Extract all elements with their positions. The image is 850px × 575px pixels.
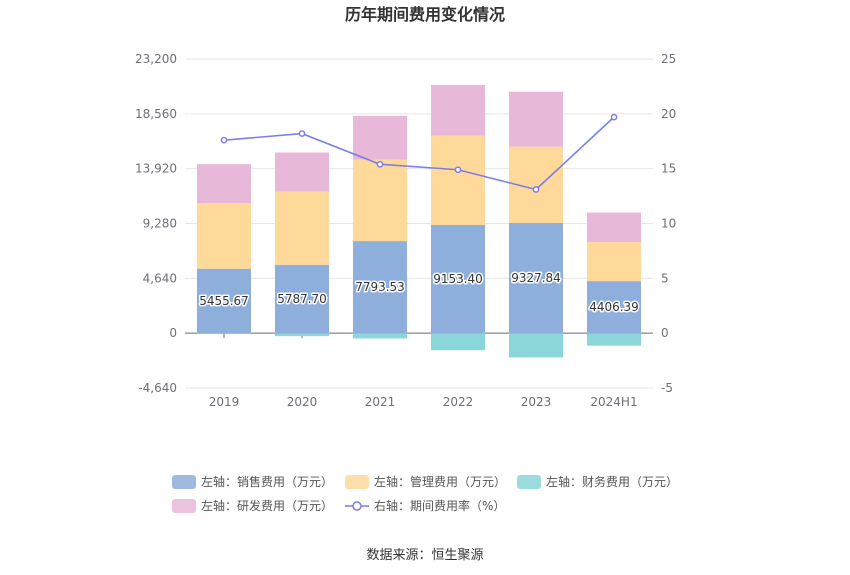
bar (587, 333, 641, 346)
bar (275, 191, 329, 265)
bar (431, 135, 485, 225)
bar (509, 222, 563, 334)
left-axis-tick-label: -4,640 (138, 381, 177, 395)
x-axis-tick-label: 2022 (443, 395, 474, 409)
right-axis-tick-label: 5 (661, 271, 669, 285)
right-axis-tick-label: 15 (661, 162, 676, 176)
bar (275, 333, 329, 337)
rate-point (454, 166, 462, 174)
bar-data-label: 9327.84 (511, 271, 561, 285)
rate-line-path (223, 116, 615, 191)
bar (431, 333, 485, 351)
bar-data-label: 7793.53 (355, 280, 405, 294)
x-axis-tick-label: 2021 (365, 395, 396, 409)
bar (431, 84, 485, 136)
bar (275, 152, 329, 192)
gridlines (185, 58, 653, 389)
bar (353, 241, 407, 334)
bar (587, 281, 641, 334)
left-axis-tick-label: 4,640 (143, 271, 177, 285)
bar (197, 268, 251, 334)
bar (509, 333, 563, 358)
x-axis-tick-label: 2020 (287, 395, 318, 409)
x-axis-tick-label: 2024H1 (590, 395, 637, 409)
legend-swatch (345, 475, 369, 489)
legend-label: 左轴：管理费用（万元） (374, 474, 506, 489)
bar-data-label: 4406.39 (589, 300, 639, 314)
rate-line (220, 113, 618, 193)
right-axis-tick-label: -5 (661, 381, 673, 395)
rate-point (610, 113, 618, 121)
left-axis-tick-label: 9,280 (143, 217, 177, 231)
legend-label: 左轴：财务费用（万元） (546, 474, 678, 489)
bar-data-label: 9153.40 (433, 272, 483, 286)
bar (353, 115, 407, 160)
bar (431, 224, 485, 334)
bar (587, 242, 641, 282)
bar (197, 164, 251, 204)
rate-point (298, 130, 306, 137)
x-axis-tick-label: 2019 (209, 395, 240, 409)
bar (587, 212, 641, 243)
bars (197, 84, 641, 358)
left-axis-tick-label: 13,920 (135, 162, 177, 176)
bar (353, 333, 407, 339)
bar (509, 91, 563, 147)
legend: 左轴：销售费用（万元） 左轴：管理费用（万元） 左轴：财务费用（万元） 左轴：研发费用… (172, 474, 678, 513)
bar-data-label: 5787.70 (277, 292, 327, 306)
legend-swatch (172, 475, 196, 489)
source-note: 数据来源：恒生聚源 (366, 548, 483, 563)
rate-point (376, 160, 384, 168)
legend-swatch (172, 499, 196, 513)
right-axis-tick-label: 20 (661, 107, 676, 121)
right-axis-tick-label: 10 (661, 217, 676, 231)
bar (197, 203, 251, 269)
legend-swatch (352, 501, 362, 511)
bar-labels: 5455.67 5787.70 7793.53 9153.40 9327.84 4406.… (198, 270, 641, 316)
legend-swatch (517, 475, 541, 489)
left-axis-tick-label: 23,200 (135, 52, 177, 66)
bar (353, 159, 407, 242)
legend-label: 左轴：销售费用（万元） (201, 474, 333, 489)
legend-label: 右轴：期间费用率（%） (374, 498, 505, 513)
chart-title: 历年期间费用变化情况 (345, 5, 505, 24)
bar-data-label: 5455.67 (199, 294, 249, 308)
rate-point (532, 186, 540, 193)
legend-label: 左轴：研发费用（万元） (201, 498, 333, 513)
left-axis-tick-label: 0 (169, 326, 177, 340)
rate-point (220, 136, 228, 144)
bar (275, 264, 329, 334)
right-axis-tick-label: 25 (661, 52, 676, 66)
left-axis-tick-label: 18,560 (135, 107, 177, 121)
x-axis-tick-label: 2023 (521, 395, 552, 409)
right-axis-tick-label: 0 (661, 326, 669, 340)
